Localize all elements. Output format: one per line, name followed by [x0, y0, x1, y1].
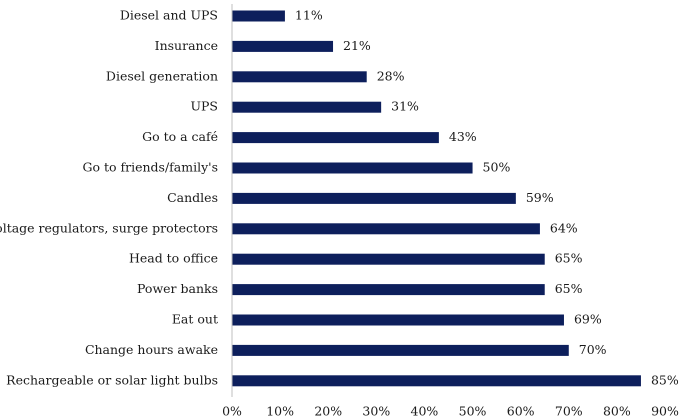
category-label: Go to friends/family's	[82, 160, 218, 175]
category-label: Diesel generation	[106, 68, 218, 83]
x-tick-label: 20%	[314, 404, 342, 419]
bar	[232, 253, 545, 265]
bar	[232, 101, 382, 113]
category-label: Go to a café	[142, 129, 218, 144]
bar	[232, 40, 334, 52]
x-tick-label: 80%	[603, 404, 631, 419]
data-label: 50%	[483, 160, 511, 175]
data-label: 64%	[550, 220, 578, 235]
x-tick-label: 40%	[411, 404, 439, 419]
category-label: Rechargeable or solar light bulbs	[6, 372, 218, 387]
bar	[232, 192, 516, 204]
data-label: 85%	[651, 372, 679, 387]
bar	[232, 375, 641, 387]
data-label: 43%	[449, 129, 477, 144]
x-tick-label: 90%	[651, 404, 679, 419]
category-label: Change hours awake	[85, 342, 218, 357]
x-tick-label: 0%	[222, 404, 242, 419]
x-tick-label: 70%	[555, 404, 583, 419]
bar	[232, 314, 564, 326]
data-label: 21%	[343, 38, 371, 53]
bar	[232, 344, 569, 356]
data-label: 59%	[526, 190, 554, 205]
category-label: Head to office	[129, 251, 218, 266]
x-tick-label: 60%	[507, 404, 535, 419]
bar	[232, 71, 367, 83]
data-label: 70%	[579, 342, 607, 357]
category-label: Candles	[167, 190, 218, 205]
category-label: Power banks	[137, 281, 218, 296]
x-tick-label: 10%	[266, 404, 294, 419]
data-label: 65%	[555, 281, 583, 296]
category-label: UPS	[190, 99, 218, 114]
bar	[232, 10, 285, 22]
data-label: 65%	[555, 251, 583, 266]
bar	[232, 223, 540, 235]
category-label: Eat out	[172, 312, 218, 327]
x-tick-label: 50%	[459, 404, 487, 419]
data-label: 69%	[574, 312, 602, 327]
category-label: Voltage regulators, surge protectors	[0, 220, 218, 235]
bar	[232, 132, 439, 144]
data-label: 31%	[391, 99, 419, 114]
bar	[232, 162, 473, 174]
bar	[232, 284, 545, 296]
category-label: Diesel and UPS	[120, 8, 218, 23]
category-label: Insurance	[155, 38, 218, 53]
x-tick-label: 30%	[362, 404, 390, 419]
data-label: 11%	[295, 8, 323, 23]
data-label: 28%	[377, 68, 405, 83]
